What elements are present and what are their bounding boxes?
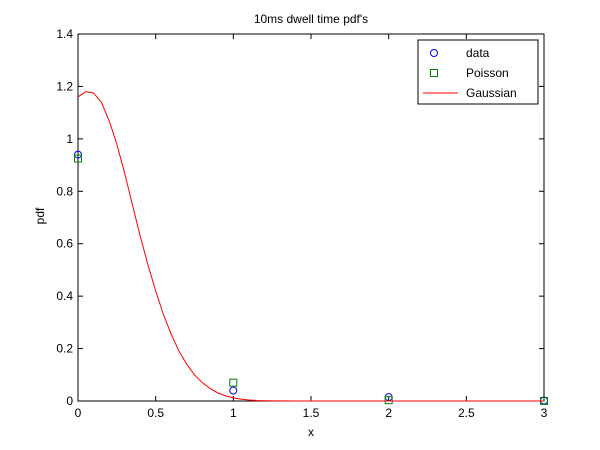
y-axis: 0 0.2 0.4 0.6 0.8 1 1.2 1.4 (56, 27, 544, 408)
legend: data Poisson Gaussian (417, 39, 539, 105)
x-axis: 0 0.5 1 1.5 2 2.5 3 (75, 34, 548, 420)
legend-label: Gaussian (466, 86, 517, 100)
y-axis-label: pdf (33, 207, 47, 224)
x-tick-label: 1 (230, 406, 237, 420)
y-tick-label: 0.2 (56, 342, 73, 356)
x-tick-label: 2 (385, 406, 392, 420)
data-point (74, 154, 82, 163)
y-tick-label: 0.4 (56, 289, 73, 303)
chart-title: 10ms dwell time pdf's (254, 12, 368, 26)
x-tick-label: 0.5 (147, 406, 164, 420)
x-tick-label: 3 (541, 406, 548, 420)
series-line (77, 91, 544, 402)
series-layer (74, 91, 548, 405)
legend-marker (430, 69, 438, 77)
y-tick-label: 0.8 (56, 184, 73, 198)
data-point (229, 386, 238, 395)
y-tick-label: 1 (66, 132, 73, 146)
x-tick-label: 2.5 (458, 406, 475, 420)
legend-item-data: data (430, 46, 490, 60)
legend-label: Poisson (466, 66, 509, 80)
legend-label: data (466, 46, 490, 60)
x-tick-label: 0 (75, 406, 82, 420)
legend-item-poisson: Poisson (430, 66, 509, 80)
series-gaussian (77, 91, 544, 402)
legend-item-gaussian: Gaussian (423, 86, 517, 100)
y-tick-label: 1.2 (56, 79, 73, 93)
data-point (384, 396, 393, 405)
y-tick-label: 0 (66, 394, 73, 408)
y-tick-label: 1.4 (56, 27, 73, 41)
series-poisson (74, 154, 548, 405)
x-axis-label: x (308, 425, 314, 439)
y-tick-label: 0.6 (56, 237, 73, 251)
legend-marker (430, 49, 438, 57)
data-point (229, 378, 238, 387)
x-tick-label: 1.5 (303, 406, 320, 420)
